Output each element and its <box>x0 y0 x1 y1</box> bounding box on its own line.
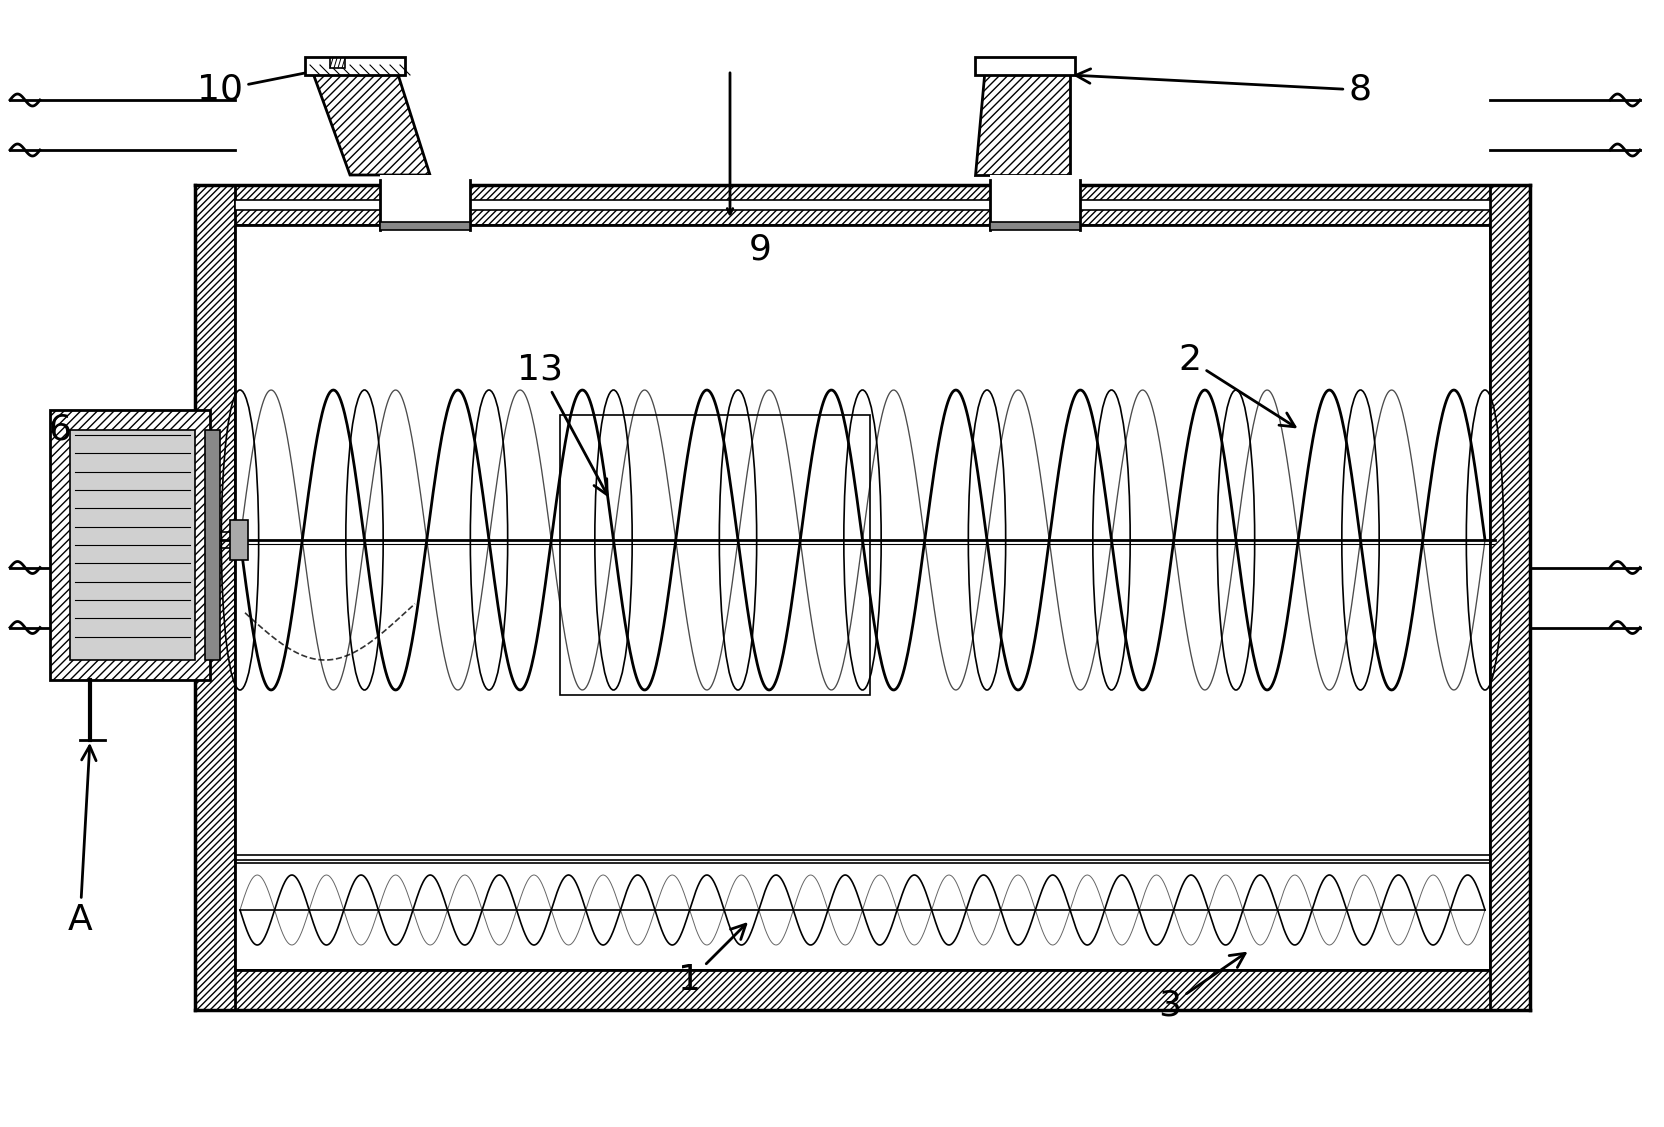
Text: 9: 9 <box>749 233 770 267</box>
Bar <box>975 57 1075 76</box>
Text: 8: 8 <box>1075 69 1371 107</box>
Bar <box>205 431 220 660</box>
Bar <box>379 222 469 230</box>
Bar <box>235 199 1489 210</box>
Bar <box>230 520 248 560</box>
Bar <box>195 185 235 1010</box>
Text: 3: 3 <box>1158 953 1245 1022</box>
Bar <box>559 415 870 695</box>
Text: 10: 10 <box>196 62 339 107</box>
Bar <box>50 410 210 680</box>
Text: 6: 6 <box>48 412 88 468</box>
Bar <box>305 57 404 76</box>
Bar <box>329 57 344 68</box>
Text: 2: 2 <box>1178 343 1295 427</box>
Polygon shape <box>310 65 429 175</box>
Text: 1: 1 <box>679 924 745 997</box>
Bar <box>195 185 1529 225</box>
Text: A: A <box>68 746 97 937</box>
Polygon shape <box>975 65 1070 175</box>
Bar <box>990 175 1080 225</box>
Bar <box>1489 185 1529 1010</box>
Text: 13: 13 <box>518 353 607 495</box>
Bar <box>990 222 1080 230</box>
Bar <box>379 175 469 225</box>
Bar <box>195 970 1529 1010</box>
Bar <box>70 431 195 660</box>
